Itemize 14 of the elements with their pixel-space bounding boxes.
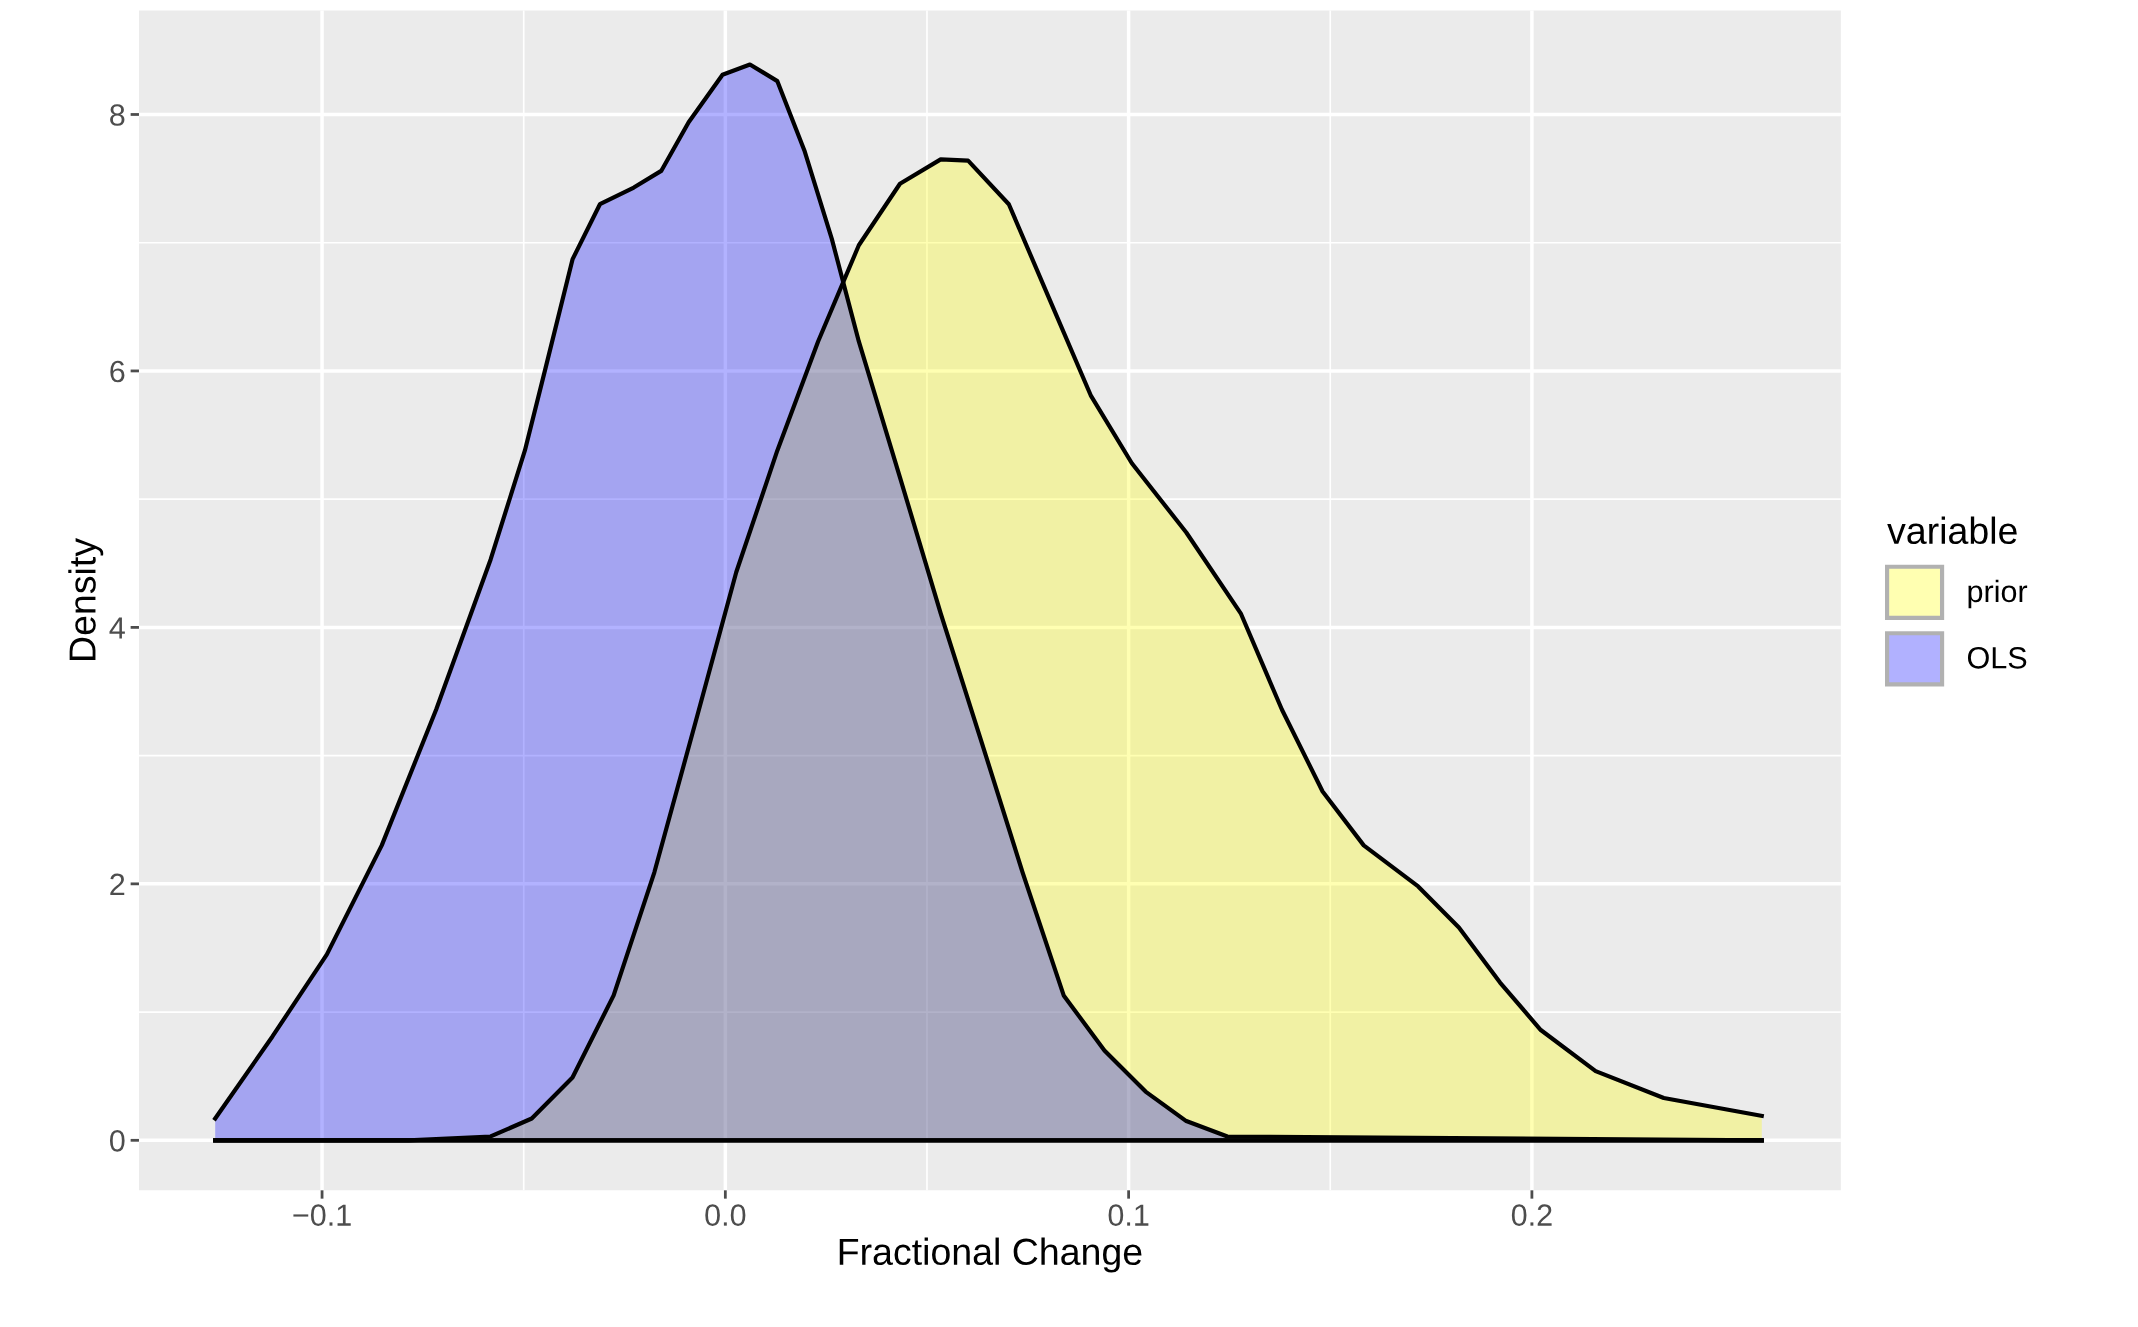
x-tick-label: 0.2 — [1511, 1204, 1552, 1226]
y-tick-label: 8 — [110, 104, 125, 126]
y-axis-title: Density — [68, 538, 104, 660]
legend-label: prior — [1968, 579, 2028, 609]
x-axis-title: Fractional Change — [839, 1237, 1142, 1273]
legend-label: OLS — [1967, 647, 2027, 669]
y-tick-label: 0 — [109, 1130, 125, 1152]
y-tick-label: 4 — [109, 617, 125, 639]
legend-title: variable — [1887, 516, 2017, 545]
x-tick-label: 0.0 — [705, 1204, 746, 1226]
x-tick-label: 0.1 — [1108, 1204, 1149, 1226]
y-tick-label: 6 — [110, 360, 125, 383]
y-tick-label: 2 — [110, 873, 125, 895]
x-tick-label: −0.1 — [293, 1204, 351, 1226]
